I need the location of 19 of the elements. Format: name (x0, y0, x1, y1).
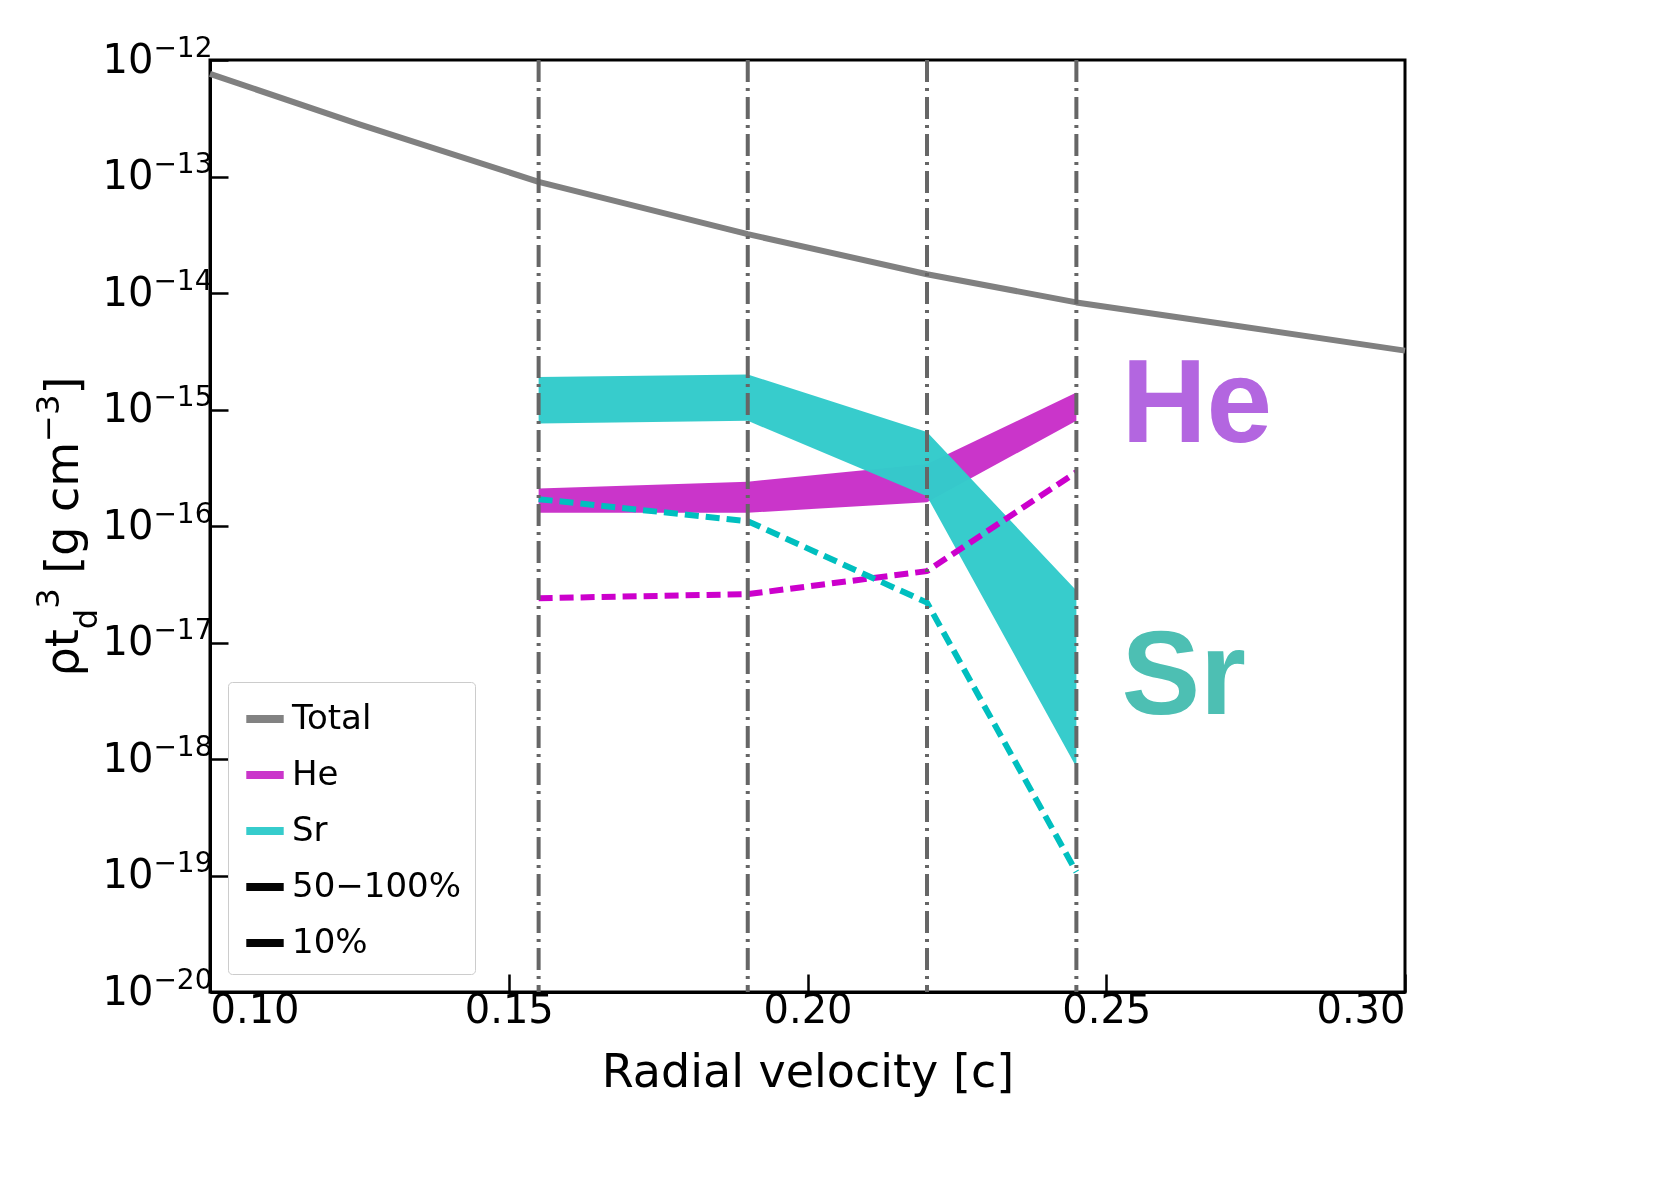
x-tick-label: 0.30 (1316, 985, 1406, 1032)
y-tick-label: 10$^{−14}$ (102, 263, 213, 315)
x-tick-label: 0.20 (763, 985, 853, 1032)
x-tick-label: 0.10 (210, 985, 300, 1032)
annotation: 10% (292, 921, 368, 961)
legend-label: He (292, 753, 339, 793)
x-tick-label: 0.15 (464, 985, 554, 1032)
legend-label: Sr (292, 809, 328, 849)
x-tick-label: 0.25 (1062, 985, 1152, 1032)
y-tick-label: 10$^{−16}$ (102, 496, 213, 548)
x-axis-title: Radial velocity [c] (601, 1043, 1015, 1098)
annotation: Sr (1121, 606, 1247, 739)
y-tick-label: 10$^{−12}$ (102, 30, 213, 82)
y-tick-label: 10$^{−15}$ (102, 379, 213, 431)
legend-label: Total (291, 697, 372, 737)
y-tick-label: 10$^{−13}$ (102, 146, 213, 198)
annotation: He (1121, 334, 1273, 467)
annotation: 50−100% (292, 865, 461, 905)
y-tick-label: 10$^{−17}$ (102, 612, 213, 664)
